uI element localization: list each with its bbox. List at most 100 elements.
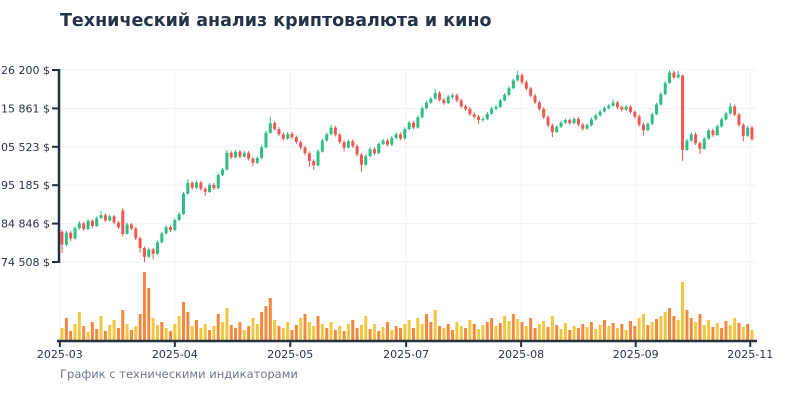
- volume-bar: [312, 326, 316, 340]
- volume-bar: [64, 318, 68, 340]
- volume-bar: [208, 330, 212, 340]
- volume-bar: [620, 324, 624, 340]
- volume-bar: [589, 322, 593, 340]
- candle-body: [615, 102, 619, 108]
- volume-bar: [472, 324, 476, 340]
- candle-body: [394, 134, 398, 138]
- candle-body: [533, 95, 537, 103]
- candle-body: [438, 93, 442, 100]
- candle-body: [251, 158, 255, 163]
- volume-bar: [225, 308, 229, 340]
- x-axis-tick-label: 2025-09: [613, 348, 659, 361]
- volume-bar: [672, 316, 676, 340]
- x-axis-tick-label: 2025-03: [37, 348, 83, 361]
- candle-body: [155, 242, 159, 254]
- candle-body: [364, 156, 368, 165]
- volume-bar: [329, 322, 333, 340]
- candle-body: [728, 106, 732, 114]
- x-axis-tick-label: 2025-05: [267, 348, 313, 361]
- candle-body: [585, 125, 589, 129]
- x-axis-tick-label: 2025-08: [498, 348, 544, 361]
- candle-body: [73, 228, 77, 239]
- candle-body: [694, 134, 698, 144]
- candle-body: [281, 134, 285, 139]
- candle-body: [160, 233, 164, 243]
- volume-bar: [112, 320, 116, 340]
- candle-body: [676, 74, 680, 78]
- candle-body: [689, 134, 693, 141]
- volume-bar: [724, 321, 728, 340]
- volume-bar: [129, 330, 133, 340]
- candle-body: [589, 119, 593, 126]
- volume-bar: [611, 323, 615, 340]
- candle-body: [264, 132, 268, 148]
- volume-bar: [277, 326, 281, 340]
- candle-body: [134, 228, 138, 239]
- volume-bar: [160, 322, 164, 340]
- candle-body: [320, 140, 324, 152]
- volume-bar: [529, 318, 533, 340]
- volume-bar: [728, 325, 732, 340]
- volume-bar: [494, 326, 498, 340]
- volume-bar: [251, 318, 255, 340]
- y-axis: 126 200 $ 115 861 $ 105 523 $ 95 185 $ 84 84…: [0, 64, 61, 269]
- candle-body: [290, 133, 294, 138]
- candle-body: [182, 193, 186, 215]
- candle-body: [216, 175, 220, 189]
- candle-body: [563, 120, 567, 123]
- y-axis-tick-label: 74 508 $: [1, 256, 50, 269]
- candle-body: [707, 130, 711, 139]
- chart-title: Технический анализ криптовалюта и кино: [60, 11, 492, 31]
- volume-bar: [746, 324, 750, 340]
- volume-bar: [546, 327, 550, 340]
- candle-body: [338, 134, 342, 142]
- candle-body: [611, 102, 615, 106]
- candle-body: [477, 116, 481, 121]
- volume-bar: [264, 306, 268, 340]
- candle-body: [637, 116, 641, 125]
- volume-bar: [694, 322, 698, 340]
- candle-body: [685, 140, 689, 150]
- candle-body: [108, 216, 112, 221]
- volume-bar: [702, 325, 706, 340]
- candle-body: [633, 112, 637, 117]
- gridlines: [59, 69, 756, 340]
- volume-bar: [221, 322, 225, 340]
- volume-bar: [134, 326, 138, 340]
- candle-body: [268, 123, 272, 133]
- candle-body: [598, 111, 602, 116]
- candle-body: [77, 223, 81, 229]
- y-axis-tick-label: 115 861 $: [0, 102, 50, 115]
- volume-bar: [242, 330, 246, 340]
- volume-bar: [689, 318, 693, 340]
- candle-body: [681, 75, 685, 150]
- volume-bar: [507, 321, 511, 340]
- volume-bar: [86, 332, 90, 340]
- volume-bar: [711, 327, 715, 340]
- volume-bar: [108, 325, 112, 340]
- candle-body: [112, 216, 116, 223]
- candle-body: [303, 147, 307, 154]
- candle-body: [312, 161, 316, 166]
- y-axis-tick-label: 84 846 $: [1, 218, 50, 231]
- candle-body: [234, 151, 238, 158]
- candle-body: [451, 95, 455, 97]
- candle-body: [212, 184, 216, 189]
- volume-bar: [99, 316, 103, 340]
- volume-bar: [477, 329, 481, 340]
- volume-bar: [459, 326, 463, 340]
- candle-body: [403, 129, 407, 139]
- candle-body: [225, 152, 229, 170]
- volume-bar: [182, 302, 186, 340]
- volume-bar: [737, 323, 741, 340]
- x-axis-tick-label: 2025-07: [383, 348, 429, 361]
- volume-bar: [676, 320, 680, 340]
- volume-bar: [464, 328, 468, 340]
- candle-body: [86, 220, 90, 229]
- volume-bar: [594, 329, 598, 340]
- volume-bar: [642, 314, 646, 340]
- x-axis-tick-label: 2025-04: [152, 348, 198, 361]
- volume-bar: [125, 324, 129, 340]
- volume-bar: [199, 328, 203, 340]
- volume-bar: [142, 272, 146, 340]
